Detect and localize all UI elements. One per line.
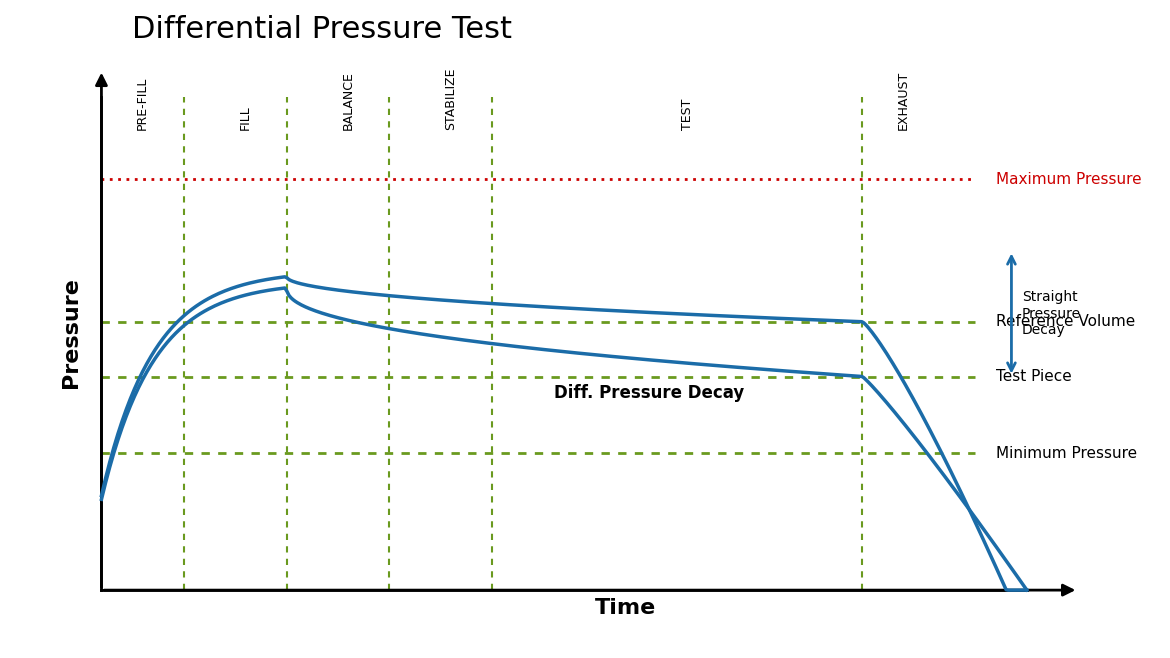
Text: Diff. Pressure Decay: Diff. Pressure Decay [553,384,744,402]
Text: BALANCE: BALANCE [342,71,355,130]
Text: Minimum Pressure: Minimum Pressure [996,445,1137,461]
Text: Differential Pressure Test: Differential Pressure Test [132,15,512,44]
Text: FILL: FILL [239,105,252,130]
Text: EXHAUST: EXHAUST [897,71,910,130]
Text: STABILIZE: STABILIZE [445,68,457,130]
Text: Time: Time [596,597,656,617]
Text: TEST: TEST [681,99,694,130]
Text: Straight
Pressure
Decay: Straight Pressure Decay [1021,290,1081,337]
Text: Maximum Pressure: Maximum Pressure [996,172,1142,187]
Text: Test Piece: Test Piece [996,369,1072,384]
Text: Reference Volume: Reference Volume [996,315,1135,329]
Text: Pressure: Pressure [61,277,81,388]
Text: PRE-FILL: PRE-FILL [136,77,149,130]
